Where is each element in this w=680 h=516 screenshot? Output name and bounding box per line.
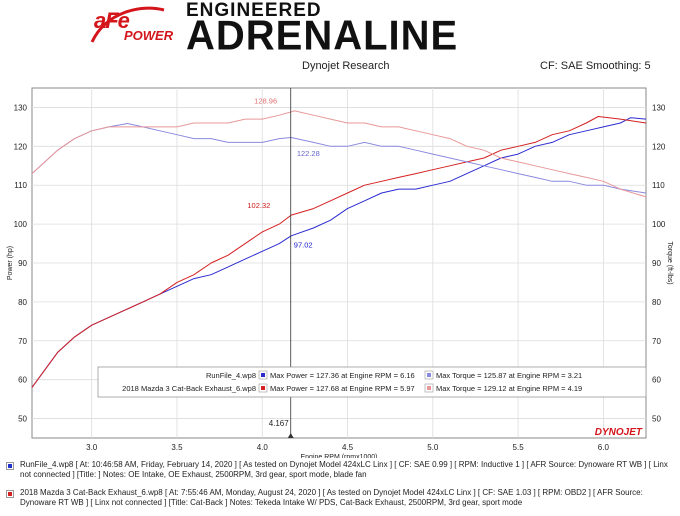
y-tick-label-right: 120 bbox=[652, 142, 666, 151]
y-tick-label-right: 50 bbox=[652, 415, 661, 424]
data-label: 97.02 bbox=[294, 240, 313, 249]
data-label: 128.96 bbox=[254, 97, 277, 106]
data-label: 122.28 bbox=[297, 149, 320, 158]
logo-main-text: aFe bbox=[94, 8, 130, 33]
y-tick-label-left: 100 bbox=[14, 220, 28, 229]
rpm-cursor-label: 4.167 bbox=[269, 419, 290, 428]
series-line-2 bbox=[31, 116, 647, 388]
run-note-1: RunFile_4.wp8 [ At: 10:46:58 AM, Friday,… bbox=[6, 460, 674, 480]
legend-torque-swatch-fill bbox=[427, 386, 431, 390]
y-tick-label-left: 90 bbox=[18, 259, 27, 268]
y-axis-label-right: Torque (ft-lbs) bbox=[666, 241, 673, 284]
legend-run-name: RunFile_4.wp8 bbox=[206, 371, 256, 380]
y-tick-label-left: 110 bbox=[14, 181, 27, 190]
x-tick-label: 3.5 bbox=[171, 443, 183, 452]
run-notes: RunFile_4.wp8 [ At: 10:46:58 AM, Friday,… bbox=[6, 460, 674, 516]
y-tick-label-right: 70 bbox=[652, 337, 661, 346]
legend-max-torque: Max Torque = 125.87 at Engine RPM = 3.21 bbox=[436, 371, 582, 380]
header: aFe POWER ENGINEERED ADRENALINE Dynojet … bbox=[0, 0, 680, 78]
legend-torque-swatch-fill bbox=[427, 373, 431, 377]
dynojet-logo: DYNOJET bbox=[595, 427, 643, 438]
series-line-3 bbox=[31, 123, 647, 194]
y-tick-label-right: 80 bbox=[652, 298, 661, 307]
cf-smoothing-label: CF: SAE Smoothing: 5 bbox=[540, 60, 651, 72]
research-label: Dynojet Research bbox=[302, 60, 390, 72]
y-tick-label-left: 60 bbox=[18, 376, 27, 385]
legend-max-torque: Max Torque = 129.12 at Engine RPM = 4.19 bbox=[436, 384, 582, 393]
legend-box bbox=[97, 366, 647, 398]
run-1-swatch bbox=[6, 462, 14, 470]
data-label: 102.32 bbox=[247, 201, 270, 210]
y-axis-label-left: Power (hp) bbox=[7, 246, 14, 280]
x-tick-label: 5.0 bbox=[427, 443, 439, 452]
afe-power-logo: aFe POWER bbox=[86, 2, 173, 48]
y-tick-label-left: 120 bbox=[14, 142, 28, 151]
y-tick-label-right: 60 bbox=[652, 376, 661, 385]
run-note-2-text: 2018 Mazda 3 Cat-Back Exhaust_6.wp8 [ At… bbox=[20, 488, 643, 507]
logo-sub-text: POWER bbox=[124, 28, 174, 43]
rpm-cursor-marker bbox=[287, 433, 294, 438]
legend-max-power: Max Power = 127.68 at Engine RPM = 5.97 bbox=[270, 384, 415, 393]
tagline-engineered: ENGINEERED bbox=[186, 0, 322, 21]
x-tick-label: 6.0 bbox=[598, 443, 610, 452]
legend-max-power: Max Power = 127.36 at Engine RPM = 6.16 bbox=[270, 371, 415, 380]
run-note-2: 2018 Mazda 3 Cat-Back Exhaust_6.wp8 [ At… bbox=[6, 488, 674, 508]
y-tick-label-right: 100 bbox=[652, 220, 666, 229]
legend-power-swatch-fill bbox=[261, 386, 265, 390]
y-tick-label-left: 70 bbox=[18, 337, 27, 346]
legend-run-name: 2018 Mazda 3 Cat-Back Exhaust_6.wp8 bbox=[122, 384, 256, 393]
y-tick-label-left: 80 bbox=[18, 298, 27, 307]
x-tick-label: 5.5 bbox=[513, 443, 525, 452]
run-note-1-text: RunFile_4.wp8 [ At: 10:46:58 AM, Friday,… bbox=[20, 460, 668, 479]
legend-power-swatch-fill bbox=[261, 373, 265, 377]
logo-swoosh-icon bbox=[90, 6, 165, 43]
dyno-chart: 3.0 3.5 4.0 4.5 5.0 5.5 6.0 50 60 70 80 90 100 110 120… bbox=[7, 87, 673, 458]
y-tick-label-left: 130 bbox=[14, 103, 28, 112]
x-axis-label: Engine RPM (rpmx1000) bbox=[300, 454, 377, 458]
y-tick-label-right: 130 bbox=[652, 103, 666, 112]
run-2-swatch bbox=[6, 490, 14, 498]
y-tick-label-right: 90 bbox=[652, 259, 661, 268]
x-tick-label: 4.0 bbox=[257, 443, 269, 452]
y-tick-label-left: 50 bbox=[18, 415, 27, 424]
tagline-adrenaline: ADRENALINE bbox=[186, 12, 459, 60]
x-tick-label: 4.5 bbox=[342, 443, 354, 452]
y-tick-label-right: 110 bbox=[652, 181, 665, 190]
x-tick-label: 3.0 bbox=[86, 443, 98, 452]
series-line-4 bbox=[31, 110, 647, 198]
